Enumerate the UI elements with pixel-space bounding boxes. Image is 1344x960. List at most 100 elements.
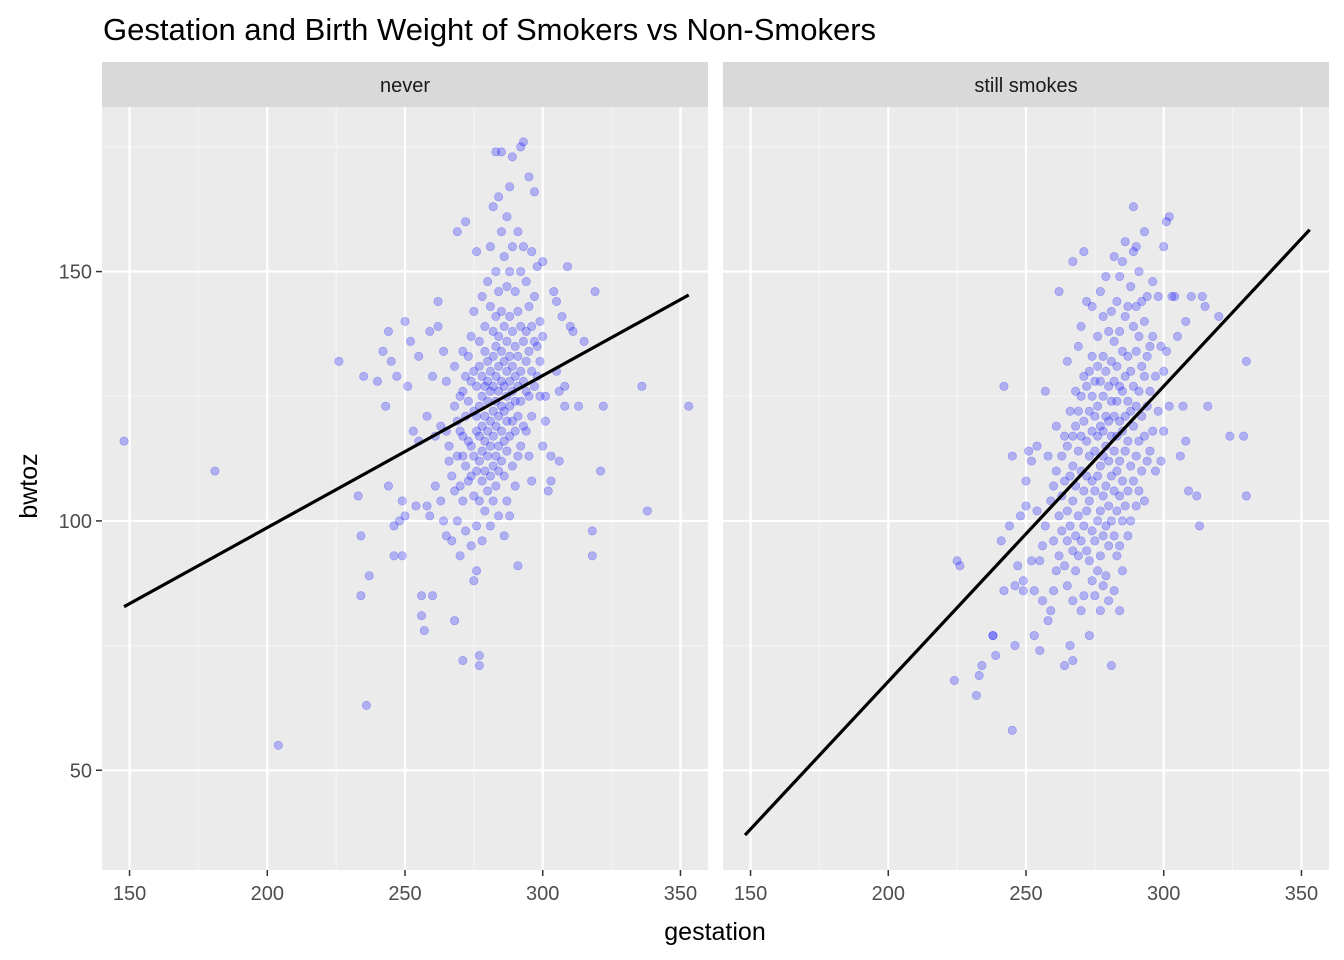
data-point: [988, 631, 998, 641]
data-point: [485, 521, 495, 531]
data-point: [480, 411, 490, 421]
data-point: [1156, 341, 1166, 351]
data-point: [494, 361, 504, 371]
data-point: [996, 536, 1006, 546]
data-point: [1106, 661, 1116, 671]
data-point: [949, 675, 959, 685]
data-point: [952, 556, 962, 566]
data-point: [1062, 536, 1072, 546]
data-point: [480, 466, 490, 476]
data-point: [472, 381, 482, 391]
data-point: [1068, 546, 1078, 556]
data-point: [461, 461, 471, 471]
data-point: [499, 436, 509, 446]
data-point: [505, 401, 515, 411]
data-point: [1115, 456, 1125, 466]
data-point: [469, 306, 479, 316]
data-point: [1178, 401, 1188, 411]
data-point: [1082, 471, 1092, 481]
data-point: [428, 371, 438, 381]
data-point: [507, 361, 517, 371]
data-point: [1093, 401, 1103, 411]
data-point: [1007, 725, 1017, 735]
data-point: [529, 292, 539, 302]
data-point: [1109, 336, 1119, 346]
data-point: [494, 441, 504, 451]
data-point: [417, 611, 427, 621]
data-point: [1071, 531, 1081, 541]
data-point: [1148, 331, 1158, 341]
data-point: [1098, 531, 1108, 541]
data-point: [477, 391, 487, 401]
data-point: [419, 626, 429, 636]
data-point: [1131, 501, 1141, 511]
data-point: [483, 426, 493, 436]
data-point: [474, 661, 484, 671]
data-point: [494, 331, 504, 341]
data-point: [518, 137, 528, 147]
data-point: [543, 486, 553, 496]
data-point: [1073, 446, 1083, 456]
data-point: [1035, 556, 1045, 566]
data-point: [480, 381, 490, 391]
data-point: [518, 336, 528, 346]
data-point: [1079, 521, 1089, 531]
data-point: [1123, 486, 1133, 496]
data-point: [587, 551, 597, 561]
data-point: [1095, 376, 1105, 386]
data-point: [1225, 431, 1235, 441]
data-point: [425, 326, 435, 336]
data-point: [458, 451, 468, 461]
data-point: [1241, 491, 1251, 501]
data-point: [455, 551, 465, 561]
data-point: [538, 257, 548, 267]
y-tick-label: 100: [59, 511, 92, 533]
data-point: [466, 471, 476, 481]
data-point: [1175, 451, 1185, 461]
data-point: [574, 401, 584, 411]
data-point: [477, 421, 487, 431]
data-point: [1010, 641, 1020, 651]
data-point: [1128, 321, 1138, 331]
data-point: [1164, 212, 1174, 222]
data-point: [1112, 551, 1122, 561]
data-point: [1123, 436, 1133, 446]
data-point: [461, 526, 471, 536]
data-point: [527, 247, 537, 257]
data-point: [494, 386, 504, 396]
data-point: [477, 536, 487, 546]
data-point: [496, 376, 506, 386]
data-point: [1186, 292, 1196, 302]
data-point: [991, 651, 1001, 661]
data-point: [1087, 576, 1097, 586]
data-point: [499, 356, 509, 366]
data-point: [1057, 526, 1067, 536]
data-point: [563, 262, 573, 272]
data-point: [494, 287, 504, 297]
data-point: [1123, 301, 1133, 311]
data-point: [1115, 541, 1125, 551]
data-point: [527, 476, 537, 486]
data-point: [485, 471, 495, 481]
strip-label-still-smokes: still smokes: [974, 75, 1077, 97]
data-point: [1073, 511, 1083, 521]
data-point: [400, 511, 410, 521]
data-point: [560, 381, 570, 391]
data-point: [381, 401, 391, 411]
data-point: [1184, 486, 1194, 496]
data-point: [389, 521, 399, 531]
data-point: [389, 551, 399, 561]
data-point: [1084, 496, 1094, 506]
data-point: [496, 426, 506, 436]
data-point: [507, 242, 517, 252]
data-point: [1117, 566, 1127, 576]
data-point: [524, 391, 534, 401]
data-point: [502, 416, 512, 426]
data-point: [1079, 247, 1089, 257]
data-point: [483, 376, 493, 386]
data-point: [439, 516, 449, 526]
data-point: [1082, 381, 1092, 391]
data-point: [1098, 581, 1108, 591]
data-point: [1112, 361, 1122, 371]
